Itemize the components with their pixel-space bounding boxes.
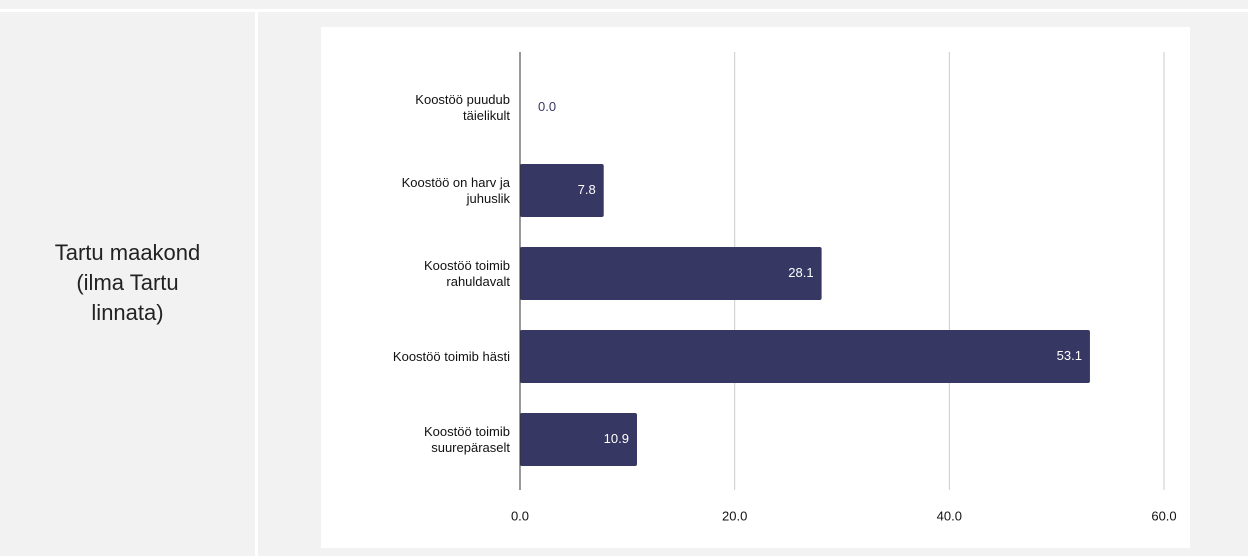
row-separator	[0, 9, 1248, 12]
row-label: Tartu maakond (ilma Tartu linnata)	[54, 240, 201, 325]
data-label: 7.8	[578, 182, 596, 197]
data-label: 28.1	[788, 265, 813, 280]
data-label: 0.0	[538, 99, 556, 114]
y-tick-label: Koostöö toimib hästi	[392, 348, 510, 364]
x-tick-label: 60.0	[1151, 508, 1176, 523]
bar	[520, 164, 604, 217]
y-tick-label: Koostöö puudub täielikult	[415, 91, 510, 123]
x-tick-label: 0.0	[511, 508, 529, 523]
chart-container: 0.0 20.0 40.0 60.0 0.0 7.8 28.1 53.1 10.9 Koostö…	[321, 27, 1190, 548]
bar	[520, 247, 822, 300]
chart: 0.0 20.0 40.0 60.0 0.0 7.8 28.1 53.1 10.9	[511, 52, 1177, 523]
cell-separator	[255, 12, 258, 556]
y-tick-label: Koostöö toimib rahuldavalt	[424, 257, 510, 289]
x-tick-label: 40.0	[937, 508, 962, 523]
data-label: 53.1	[1057, 348, 1082, 363]
y-tick-label: Koostöö toimib suurepäraselt	[424, 423, 510, 455]
bar	[520, 413, 637, 466]
x-tick-label: 20.0	[722, 508, 747, 523]
y-tick-label: Koostöö on harv ja juhuslik	[401, 174, 510, 206]
data-label: 10.9	[604, 431, 629, 446]
bar	[520, 330, 1090, 383]
